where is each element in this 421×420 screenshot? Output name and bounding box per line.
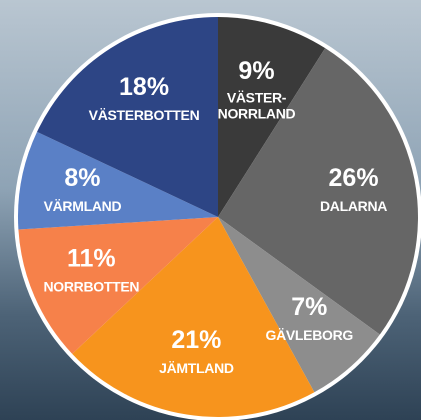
value-label: 8%: [64, 164, 100, 192]
value-label: 9%: [238, 57, 274, 85]
slice-label: NORRBOTTEN: [43, 279, 139, 295]
value-label: 7%: [291, 293, 327, 321]
pie-slice: [18, 217, 219, 354]
pie-slice: [37, 17, 218, 217]
pie-slice: [218, 17, 326, 217]
pie-slice: [218, 48, 418, 335]
value-label: 18%: [119, 73, 169, 101]
slice-label: VÄSTERBOTTEN: [89, 107, 200, 123]
value-label: 26%: [329, 164, 379, 192]
pie-slice: [72, 217, 315, 417]
slice-label: DALARNA: [320, 198, 387, 214]
value-label: 21%: [171, 326, 221, 354]
slice-label: GÄVLEBORG: [265, 327, 353, 343]
pie-slice: [218, 217, 380, 393]
pie: 9% VÄSTER-NORRLAND 26% DALARNA 7% GÄVLEBORG 21…: [17, 17, 418, 417]
slice-label: JÄMTLAND: [159, 360, 234, 376]
value-label: 11%: [67, 244, 116, 272]
slice-label: VÄRMLAND: [44, 198, 122, 214]
slice-label: VÄSTER-NORRLAND: [218, 89, 296, 121]
pie-slice: [17, 131, 218, 230]
